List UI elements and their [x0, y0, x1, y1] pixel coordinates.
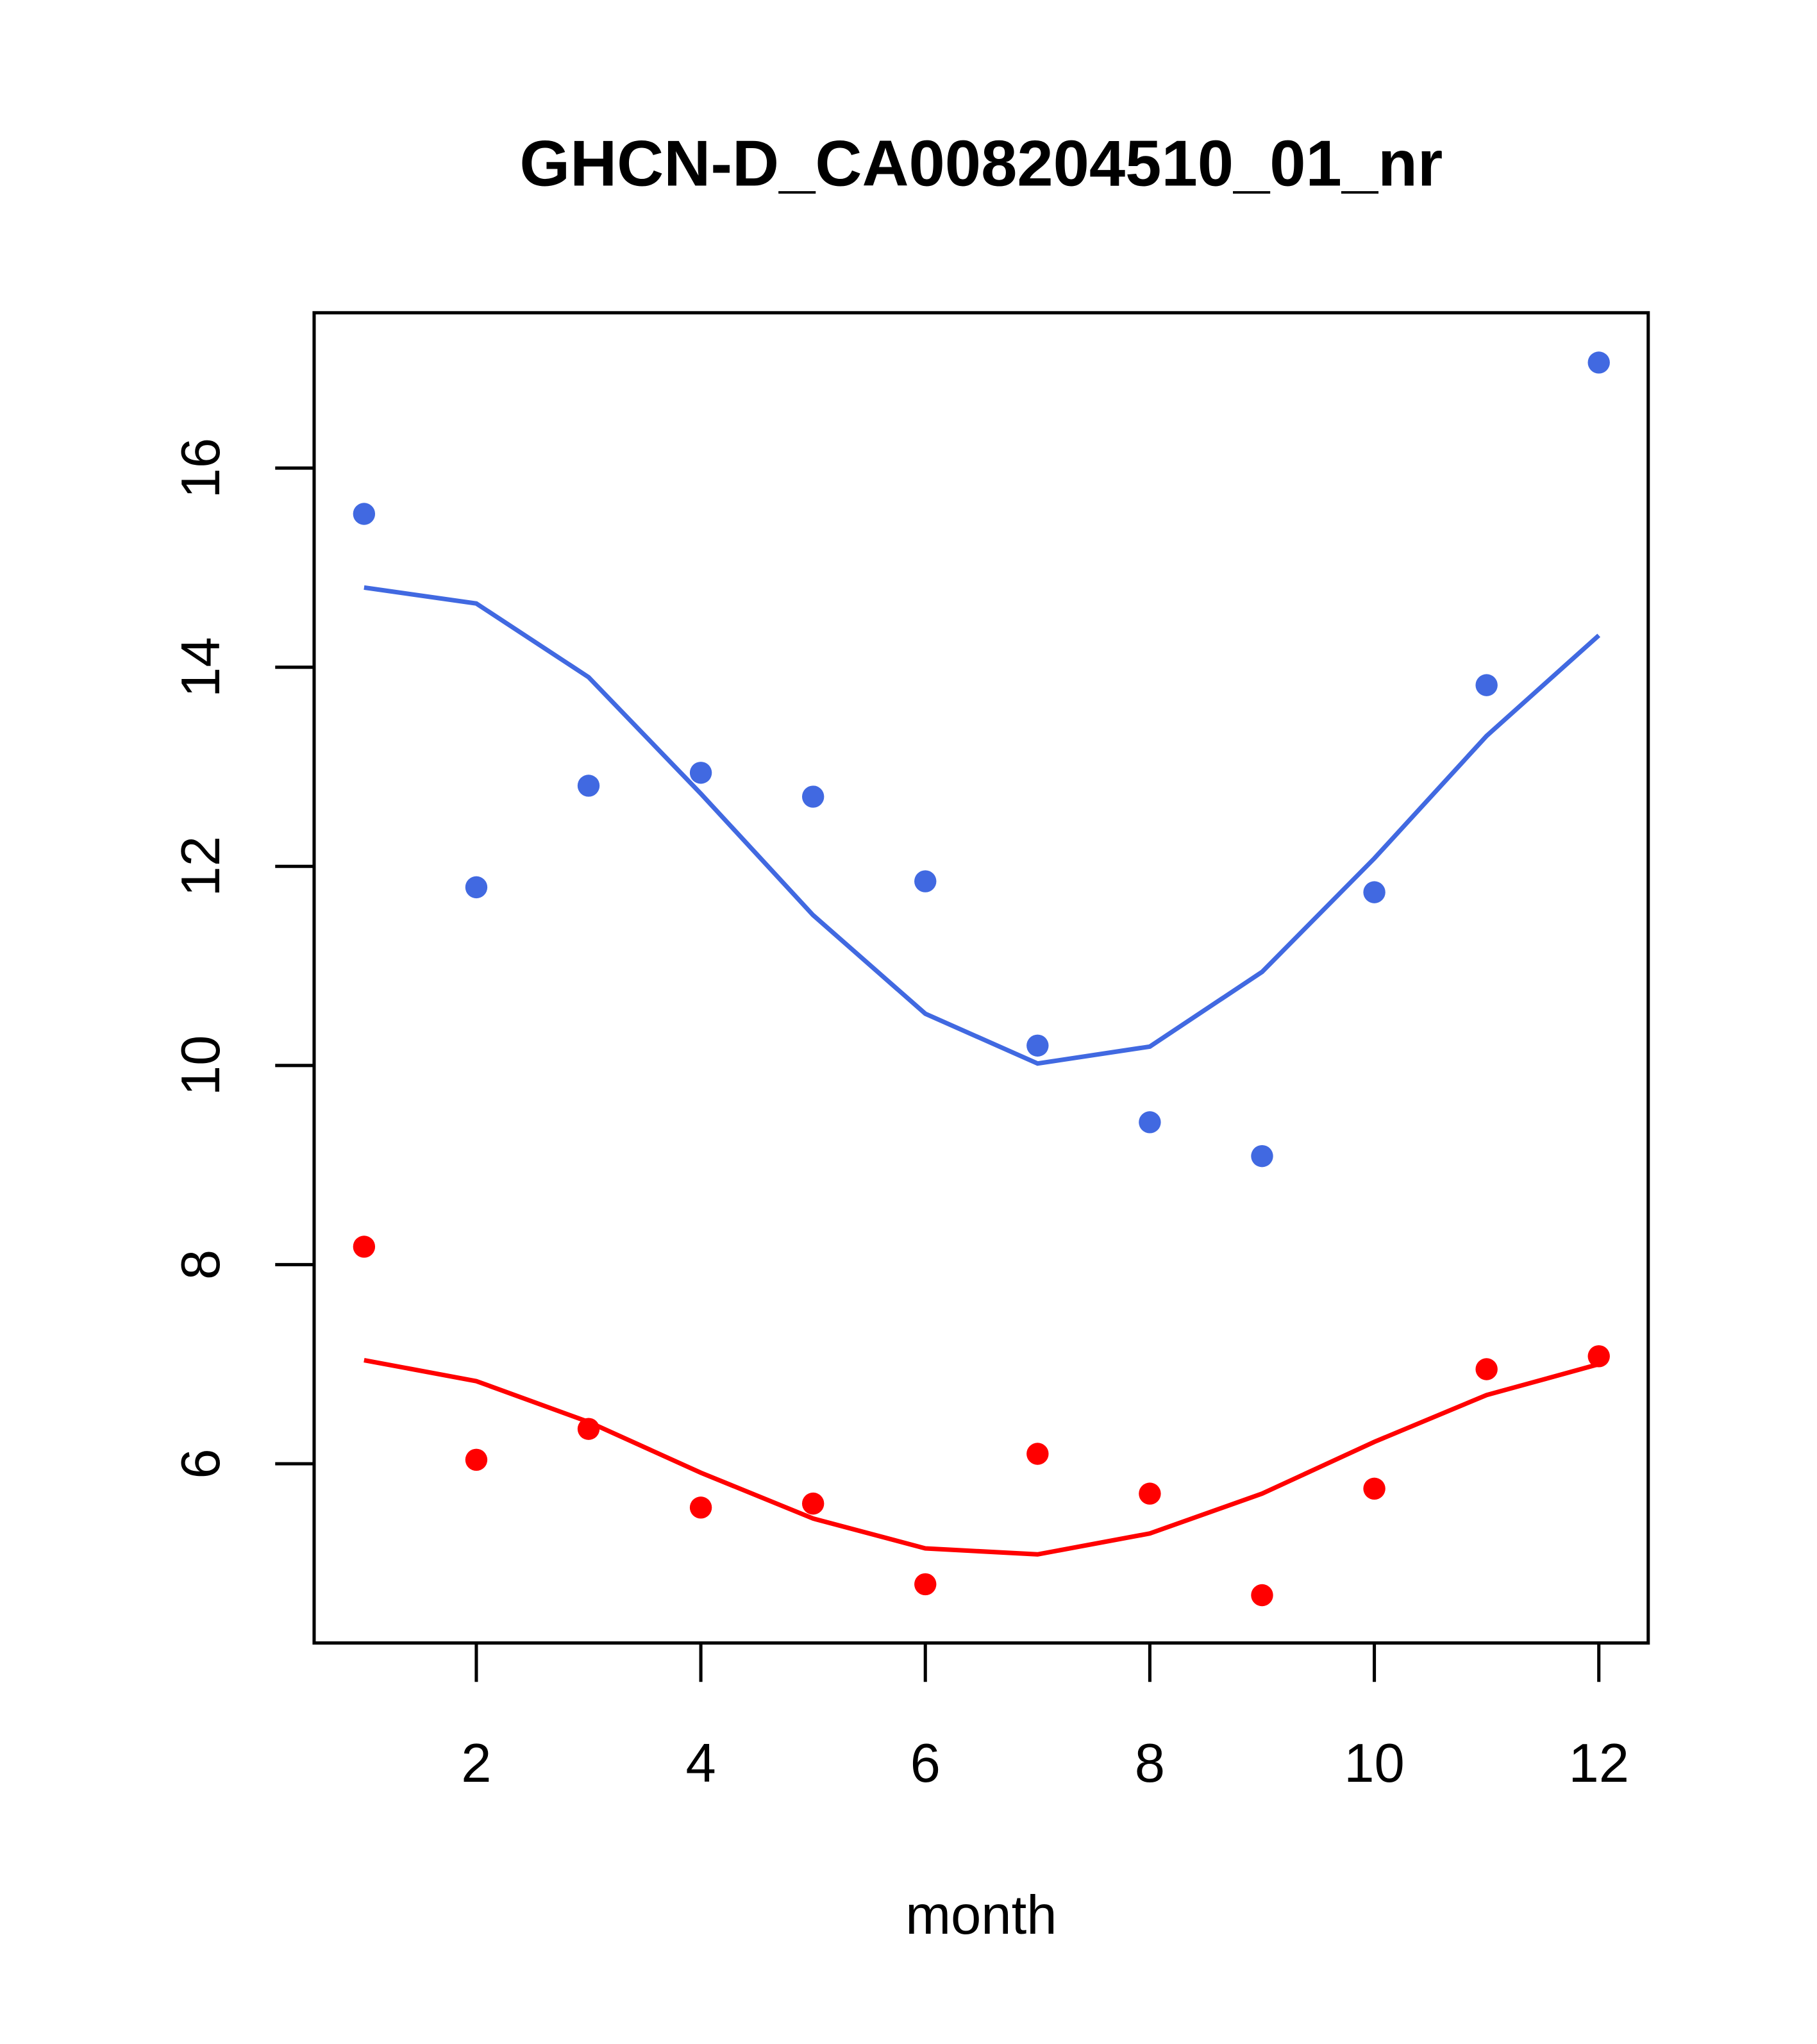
data-point — [1251, 1584, 1273, 1607]
y-tick-label: 6 — [171, 1448, 231, 1479]
data-point — [1475, 674, 1498, 696]
data-point — [1026, 1034, 1049, 1057]
data-point — [465, 876, 488, 899]
y-tick-label: 8 — [171, 1250, 231, 1280]
y-axis: 6 8 10 12 14 16 — [171, 438, 314, 1479]
data-point — [465, 1448, 488, 1471]
data-point — [1026, 1443, 1049, 1465]
data-point — [1587, 351, 1610, 374]
data-point — [1475, 1358, 1498, 1380]
x-tick-label: 2 — [461, 1733, 491, 1794]
data-point — [577, 1418, 600, 1440]
x-tick-label: 8 — [1135, 1733, 1165, 1794]
data-point — [1363, 1477, 1386, 1500]
y-tick-label: 16 — [171, 438, 231, 499]
data-point — [1139, 1482, 1161, 1505]
x-tick-label: 4 — [685, 1733, 716, 1794]
data-point — [353, 503, 376, 525]
data-point — [353, 1236, 376, 1258]
data-point — [914, 1573, 937, 1596]
x-axis-label: month — [905, 1885, 1057, 1946]
data-point — [1363, 881, 1386, 903]
data-point — [801, 785, 825, 808]
y-tick-label: 10 — [171, 1035, 231, 1096]
y-tick-label: 12 — [171, 836, 231, 897]
x-tick-label: 6 — [910, 1733, 941, 1794]
plot-frame — [312, 311, 1650, 1645]
data-point — [801, 1492, 825, 1515]
series-line — [364, 585, 1601, 1066]
data-point — [1587, 1345, 1610, 1368]
x-tick-label: 12 — [1568, 1733, 1629, 1794]
data-point — [689, 762, 712, 784]
data-point — [577, 775, 600, 797]
data-point — [1251, 1144, 1273, 1168]
data-point — [1139, 1111, 1161, 1134]
y-tick-label: 14 — [171, 637, 231, 698]
data-point — [689, 1496, 712, 1519]
data-point — [914, 870, 937, 892]
x-axis: 2 4 6 8 10 12 — [461, 1643, 1629, 1794]
series-layer — [353, 351, 1610, 1607]
series-line — [364, 1358, 1600, 1557]
x-tick-label: 10 — [1344, 1733, 1405, 1794]
chart-title: GHCN-D_CA008204510_01_nr — [519, 127, 1443, 199]
